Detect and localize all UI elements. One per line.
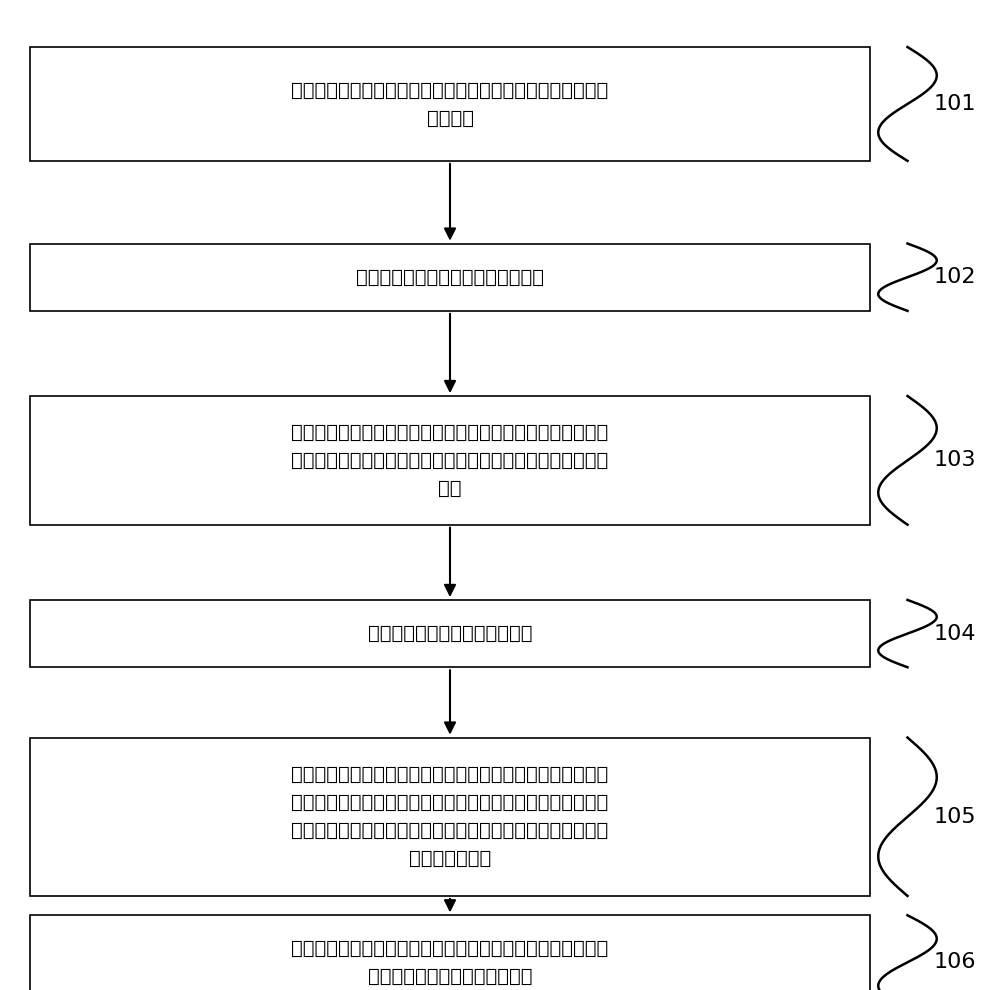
- Text: 101: 101: [934, 94, 976, 114]
- FancyBboxPatch shape: [30, 47, 870, 160]
- Text: 104: 104: [934, 624, 976, 644]
- FancyBboxPatch shape: [30, 738, 870, 896]
- Text: 识别当前操作人的生物特征信息: 识别当前操作人的生物特征信息: [368, 624, 532, 644]
- Text: 102: 102: [934, 267, 976, 287]
- FancyBboxPatch shape: [30, 600, 870, 667]
- Text: 103: 103: [934, 450, 976, 470]
- Text: 采集全部有权操作人的生物特征信息: 采集全部有权操作人的生物特征信息: [356, 267, 544, 287]
- Text: 将当前操作人的生物特征信息与存储的有权操作人的生物特征
信息进行匹配验证，当匹配验证结果为匹配验证成功时，自动
选定标签模板内的相对应的标签信息，当前操作人可进: 将当前操作人的生物特征信息与存储的有权操作人的生物特征 信息进行匹配验证，当匹配…: [291, 765, 609, 868]
- Text: 存储全部有权操作人的标签信息和生物特征信息，并将存储的
全部有权操作人的标签信息与生物特征信息进行一一对应后相
绑定: 存储全部有权操作人的标签信息和生物特征信息，并将存储的 全部有权操作人的标签信息…: [291, 423, 609, 498]
- Text: 操作完成后自动生成操作人标签并输出操作人标签，以显示当
前操作人的标签信息和操作信息: 操作完成后自动生成操作人标签并输出操作人标签，以显示当 前操作人的标签信息和操作…: [291, 939, 609, 986]
- FancyBboxPatch shape: [30, 244, 870, 311]
- Text: 106: 106: [934, 952, 976, 972]
- Text: 105: 105: [934, 807, 976, 827]
- FancyBboxPatch shape: [30, 915, 870, 990]
- FancyBboxPatch shape: [30, 396, 870, 525]
- Text: 制作标签模板，并在制作的标签模板内设置全部有权操作人的
标签信息: 制作标签模板，并在制作的标签模板内设置全部有权操作人的 标签信息: [291, 80, 609, 128]
